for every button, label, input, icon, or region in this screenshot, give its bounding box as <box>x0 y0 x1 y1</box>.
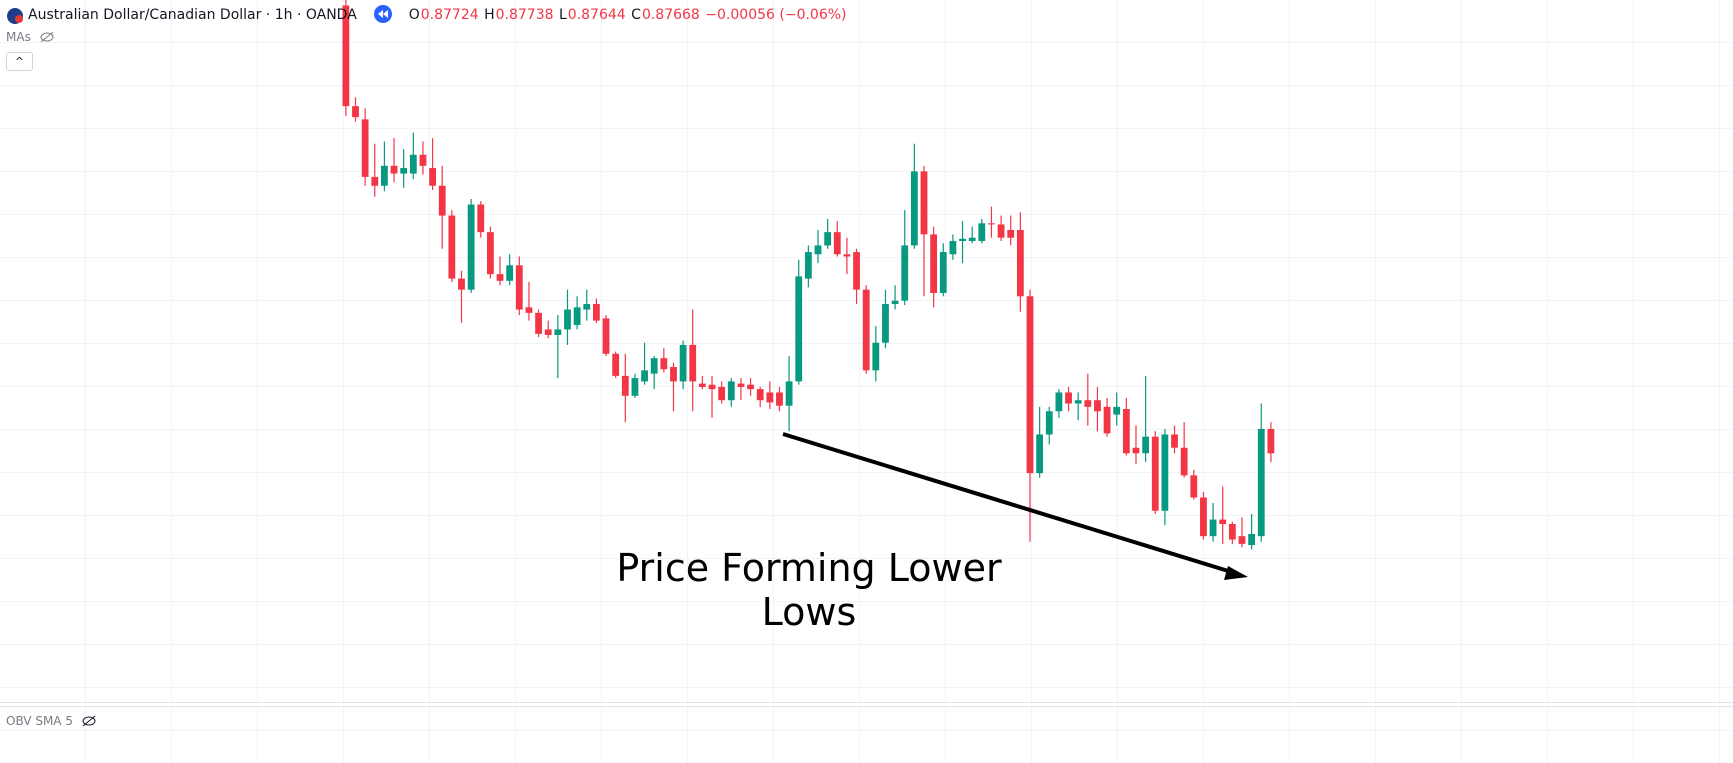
price-pane <box>342 0 1275 580</box>
ohlc-label: H <box>484 7 495 23</box>
ohlc-label: L <box>558 7 567 23</box>
collapse-button[interactable]: ^ <box>6 52 33 71</box>
indicator-name: MAs <box>6 30 31 44</box>
annotation: Price Forming Lower Lows <box>616 546 1002 634</box>
ohlc-label: O <box>408 7 420 23</box>
pane-separator <box>0 702 1733 707</box>
ohlc-label: C <box>631 7 641 23</box>
symbol-title[interactable]: Australian Dollar/Canadian Dollar · 1h ·… <box>28 7 357 23</box>
lower-pane <box>0 707 1733 763</box>
replay-button[interactable] <box>374 5 393 23</box>
change-value: −0.00056 (−0.06%) <box>705 7 847 23</box>
lower-indicator-label[interactable]: OBV SMA 5 <box>6 714 97 728</box>
ohlc-value: 0.87738 <box>495 7 554 23</box>
lower-indicator-name: OBV SMA 5 <box>6 714 73 728</box>
symbol-flag <box>7 8 23 24</box>
hide-icon[interactable] <box>81 715 97 727</box>
indicator-label[interactable]: MAs <box>6 30 55 44</box>
header: Australian Dollar/Canadian Dollar · 1h ·… <box>28 5 848 23</box>
trend-arrow <box>782 432 1239 576</box>
arrow-head <box>1224 566 1248 580</box>
ohlc-value: 0.87668 <box>641 7 700 23</box>
hide-icon[interactable] <box>39 31 55 43</box>
ohlc-value: 0.87644 <box>567 7 626 23</box>
ohlc-value: 0.87724 <box>420 7 479 23</box>
